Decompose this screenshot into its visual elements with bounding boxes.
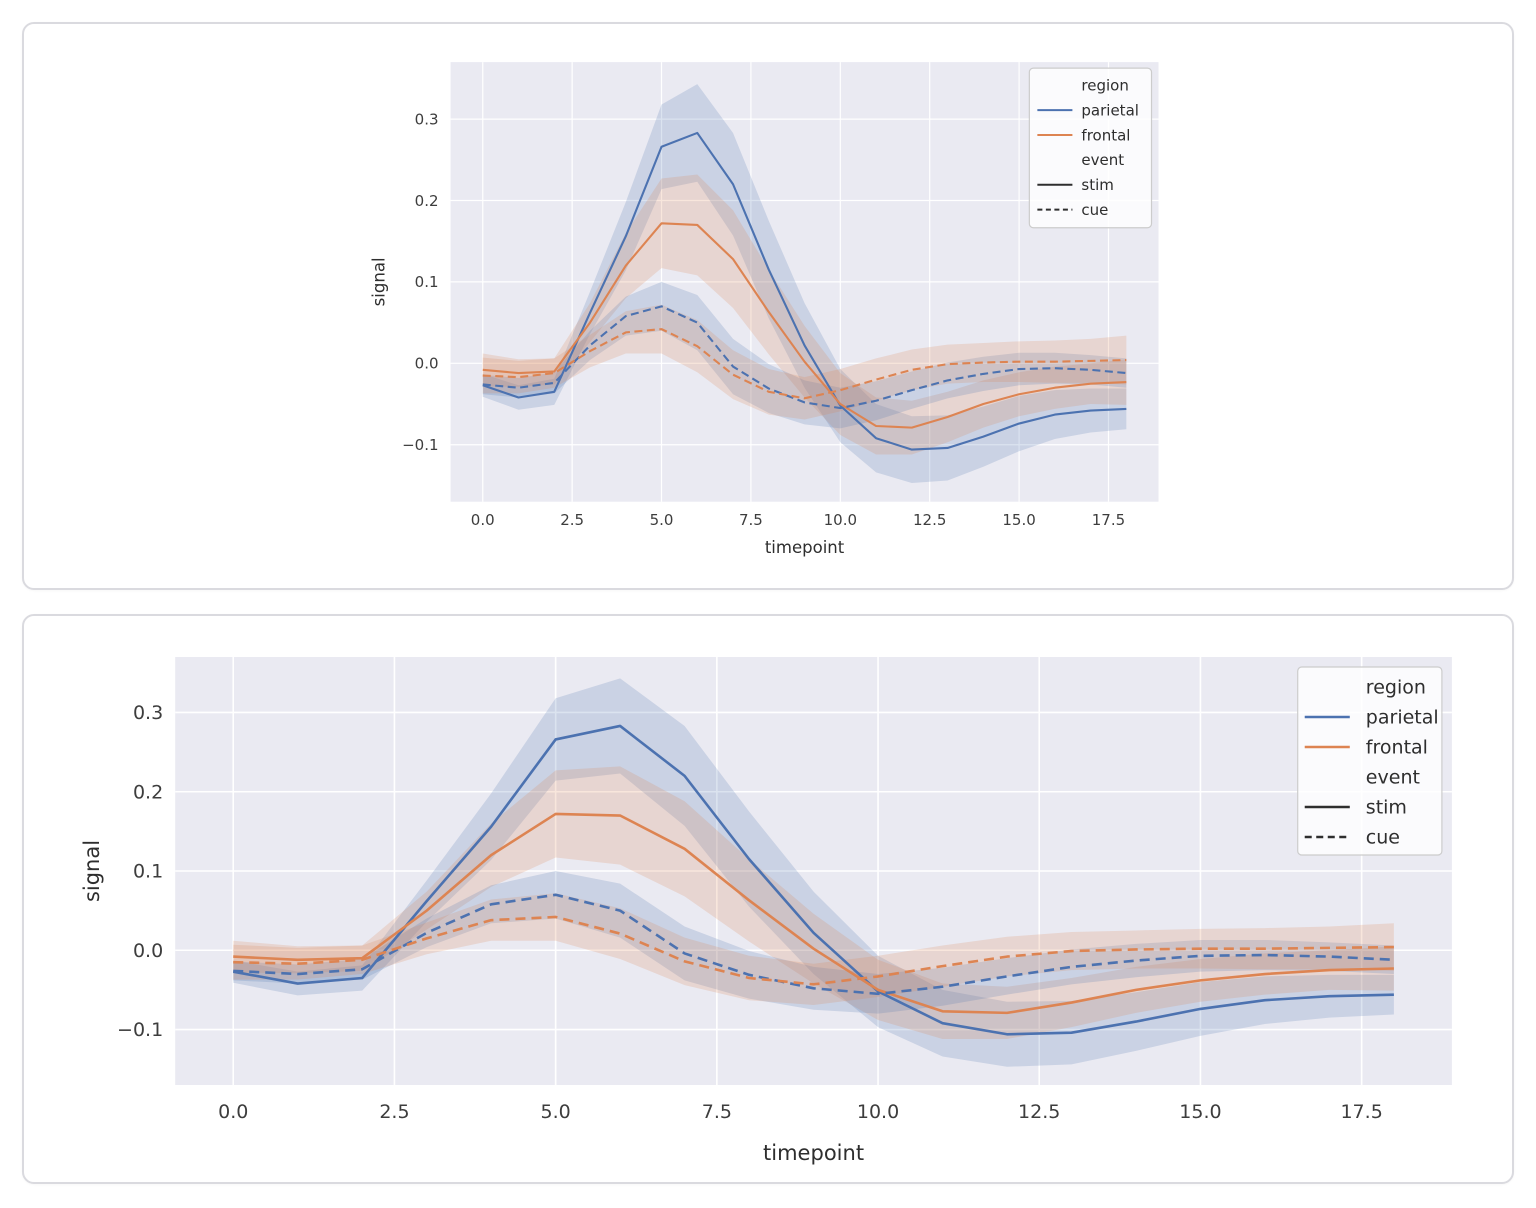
x-tick-label: 0.0: [218, 1101, 248, 1123]
x-tick-label: 7.5: [739, 511, 763, 529]
x-tick-label: 2.5: [560, 511, 584, 529]
series-line-parietal-stim: [482, 131, 1127, 451]
confidence-band-frontal-cue: [482, 304, 1127, 420]
x-tick-label: 2.5: [379, 1101, 409, 1123]
legend-entry-label-region: region: [1366, 677, 1426, 699]
y-tick-label: −0.1: [117, 1019, 163, 1041]
y-tick-label: 0.2: [133, 781, 163, 803]
x-tick-label: 5.0: [650, 511, 674, 529]
legend-box: [1028, 67, 1153, 229]
y-tick-label: 0.0: [133, 940, 163, 962]
y-tick-label: 0.3: [415, 110, 439, 128]
y-tick-label: 0.0: [415, 355, 439, 373]
series-line-frontal-cue: [482, 328, 1127, 400]
series-line-frontal-stim: [482, 222, 1127, 429]
series-line-parietal-stim: [232, 724, 1394, 1036]
x-tick-label: 12.5: [1018, 1101, 1060, 1123]
series-line-parietal-cue: [233, 893, 1394, 996]
y-tick-label: 0.3: [133, 702, 163, 724]
legend-entry-label-event: event: [1081, 151, 1124, 169]
y-tick-label: 0.1: [133, 861, 163, 883]
fmri-line-chart-large: 0.0 2.5 5.0 7.5 10.0 12.5 15.0 17.5 −0.1 0.0 0.1 0.…: [79, 657, 1452, 1165]
x-tick-label: 5.0: [541, 1101, 571, 1123]
y-tick-label: 0.1: [415, 273, 439, 291]
series-line-frontal-stim: [233, 812, 1394, 1015]
legend-entry-label-frontal: frontal: [1081, 126, 1130, 144]
legend-entry-label-cue: cue: [1366, 827, 1400, 849]
legend-entry-label-parietal: parietal: [1081, 101, 1139, 119]
chart-card-top: 0.0 2.5 5.0 7.5 10.0 12.5 15.0 17.5 −0.1 0.0 0.1 0.…: [22, 22, 1514, 590]
y-tick-label: 0.2: [415, 192, 439, 210]
legend-entry-label-region: region: [1081, 76, 1128, 94]
x-tick-label: 12.5: [913, 511, 946, 529]
x-tick-label: 7.5: [702, 1101, 732, 1123]
x-tick-label: 17.5: [1340, 1101, 1382, 1123]
x-tick-label: 0.0: [471, 511, 495, 529]
x-tick-label: 15.0: [1179, 1101, 1221, 1123]
x-tick-label: 15.0: [1002, 511, 1035, 529]
legend-entry-label-stim: stim: [1081, 176, 1113, 194]
legend-entry-label-stim: stim: [1366, 797, 1407, 819]
confidence-band-frontal-cue: [233, 893, 1394, 1005]
legend-entry-label-parietal: parietal: [1366, 707, 1439, 729]
y-axis-label: signal: [370, 257, 389, 306]
y-tick-label: −0.1: [402, 436, 438, 454]
y-axis-label: signal: [79, 840, 104, 902]
x-tick-label: 17.5: [1092, 511, 1125, 529]
x-tick-label: 10.0: [824, 511, 857, 529]
series-line-parietal-cue: [482, 305, 1127, 410]
x-tick-label: 10.0: [857, 1101, 899, 1123]
legend-entry-label-event: event: [1366, 767, 1420, 789]
fmri-line-chart-small: 0.0 2.5 5.0 7.5 10.0 12.5 15.0 17.5 −0.1 0.0 0.1 0.…: [370, 62, 1159, 557]
confidence-band-parietal-cue: [482, 281, 1127, 429]
confidence-band-parietal-cue: [233, 871, 1394, 1014]
x-axis-label: timepoint: [763, 1140, 864, 1165]
chart-card-bottom: 0.0 2.5 5.0 7.5 10.0 12.5 15.0 17.5 −0.1 0.0 0.1 0.…: [22, 614, 1514, 1184]
confidence-band-parietal-stim: [482, 84, 1127, 483]
confidence-band-parietal-stim: [233, 678, 1394, 1067]
series-line-frontal-cue: [233, 915, 1394, 986]
legend-entry-label-frontal: frontal: [1366, 737, 1428, 759]
x-axis-label: timepoint: [765, 538, 845, 557]
legend-entry-label-cue: cue: [1081, 201, 1108, 219]
